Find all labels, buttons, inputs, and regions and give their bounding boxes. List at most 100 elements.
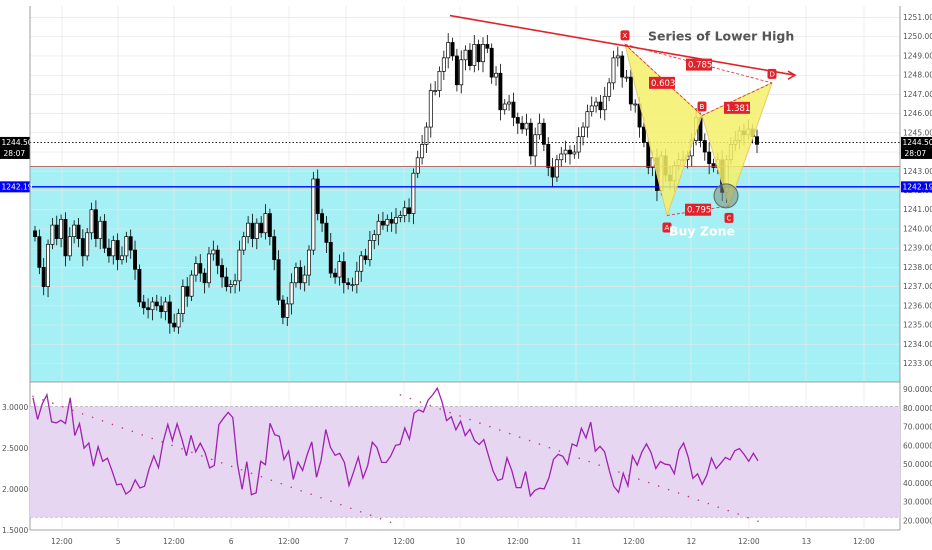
candle-body xyxy=(163,301,168,312)
candle-body xyxy=(46,243,50,287)
candle-body xyxy=(202,272,207,284)
candle-body xyxy=(446,42,451,59)
candle-body xyxy=(280,299,285,318)
candle-body xyxy=(246,222,251,237)
osc-dot xyxy=(439,408,441,410)
x-tick-label: 12:00 xyxy=(51,537,73,546)
candle-body xyxy=(402,207,407,216)
osc-dot xyxy=(737,513,739,515)
trendline-arrow xyxy=(787,70,797,80)
x-tick-label: 13 xyxy=(802,537,812,546)
candle-body xyxy=(302,274,307,284)
candle-body xyxy=(237,249,242,282)
candle-body xyxy=(568,149,572,155)
candle-body xyxy=(337,261,342,278)
candle-body xyxy=(150,301,155,311)
price-tick-label: 1248.00 xyxy=(903,71,932,80)
ratio-label: 0.795 xyxy=(687,206,711,216)
candle-body xyxy=(467,49,472,66)
candle-body xyxy=(546,144,551,168)
osc-dot xyxy=(320,496,322,499)
candle-body xyxy=(398,215,403,218)
candle-body xyxy=(272,236,277,261)
candle-body xyxy=(315,178,320,214)
osc-dot xyxy=(52,402,54,404)
candle-body xyxy=(441,57,446,72)
candle-body xyxy=(476,44,481,63)
candle-body xyxy=(307,249,311,276)
pattern-point-X: X xyxy=(623,32,628,40)
candle-body xyxy=(589,105,594,113)
price-tick-label: 1243.00 xyxy=(903,167,932,176)
osc-dot xyxy=(498,429,501,431)
osc-dot xyxy=(260,475,263,478)
osc-left-tick: 2.0000 xyxy=(2,485,28,494)
x-tick-label: 7 xyxy=(344,537,349,546)
candle-body xyxy=(59,218,64,239)
osc-left-tick: 1.5000 xyxy=(2,526,28,535)
candle-body xyxy=(285,303,290,318)
candle-body xyxy=(328,242,333,274)
overbought-oversold-band xyxy=(30,406,900,518)
candle-body xyxy=(389,218,394,224)
candle-body xyxy=(502,103,507,111)
osc-dot xyxy=(270,479,273,482)
candle-body xyxy=(554,159,559,178)
x-tick-label: 12:00 xyxy=(507,537,529,546)
candle-body xyxy=(702,140,707,153)
osc-dot xyxy=(340,503,342,506)
osc-dot xyxy=(240,468,243,471)
candle-body xyxy=(41,267,46,287)
candle-body xyxy=(646,142,651,168)
candle-body xyxy=(485,44,490,49)
pattern-point-A: A xyxy=(665,224,670,232)
osc-dot xyxy=(429,404,432,407)
candle-body xyxy=(254,222,259,239)
osc-dot xyxy=(111,423,114,426)
candle-body xyxy=(133,249,137,270)
candle-body xyxy=(215,249,220,266)
candle-body xyxy=(572,151,577,155)
osc-dot xyxy=(161,441,163,443)
osc-dot xyxy=(618,471,620,473)
candle-body xyxy=(563,149,568,155)
x-tick-label: 12:00 xyxy=(738,537,760,546)
candle-body xyxy=(311,178,316,251)
candle-body xyxy=(415,157,420,174)
candle-body xyxy=(189,274,194,297)
osc-dot xyxy=(578,457,581,459)
pattern-point-C: C xyxy=(727,214,732,222)
level-badge-right xyxy=(901,136,932,148)
osc-dot xyxy=(201,455,203,457)
candle-body xyxy=(428,90,433,128)
candle-body xyxy=(180,286,185,314)
candle-body xyxy=(67,236,72,257)
osc-dot xyxy=(42,399,44,401)
entry-circle xyxy=(713,183,739,209)
candle-body xyxy=(628,76,633,105)
osc-dot xyxy=(459,415,461,417)
candle-body xyxy=(407,207,411,214)
osc-left-tick: 2.5000 xyxy=(2,444,28,453)
candle-body xyxy=(381,220,385,226)
osc-dot xyxy=(608,467,610,470)
candle-body xyxy=(333,272,338,278)
pattern-point-badge xyxy=(620,30,630,41)
osc-dot xyxy=(389,521,392,524)
candle-body xyxy=(498,72,503,111)
candle-body xyxy=(137,268,142,303)
osc-dot xyxy=(469,418,471,421)
candle-body xyxy=(624,76,629,79)
price-tick-label: 1236.00 xyxy=(903,301,932,310)
osc-dot xyxy=(687,495,690,498)
osc-dot xyxy=(697,499,700,501)
candle-body xyxy=(711,163,716,168)
osc-right-tick: 80.0000 xyxy=(903,404,932,413)
candle-body xyxy=(289,282,294,305)
osc-dot xyxy=(558,450,561,452)
candle-body xyxy=(346,282,351,286)
osc-dot xyxy=(330,500,332,502)
candle-body xyxy=(106,247,111,257)
candle-body xyxy=(37,236,42,268)
